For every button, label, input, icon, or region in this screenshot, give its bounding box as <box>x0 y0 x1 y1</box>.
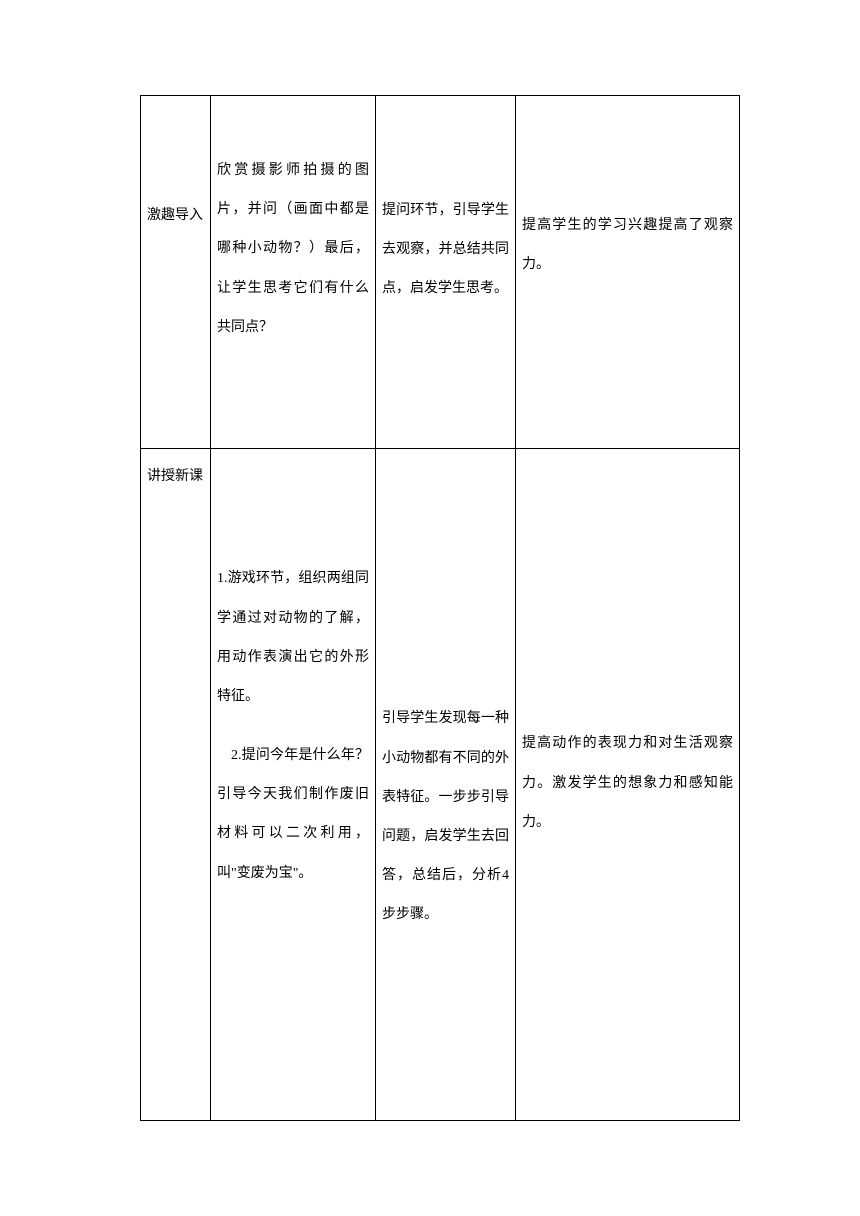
guidance-text: 提问环节，引导学生去观察，并总结共同点，启发学生思考。 <box>382 203 509 296</box>
row1-guidance-cell: 提问环节，引导学生去观察，并总结共同点，启发学生思考。 <box>376 96 516 449</box>
table-row: 讲授新课 1.游戏环节，组织两组同学通过对动物的了解，用动作表演出它的外形特征。… <box>141 449 740 1121</box>
section-label-text: 讲授新课 <box>147 469 203 484</box>
row1-objective-cell: 提高学生的学习兴趣提高了观察力。 <box>516 96 740 449</box>
activity-text: 欣赏摄影师拍摄的图片，并问（画面中都是哪种小动物？）最后，让学生思考它们有什么共… <box>217 163 369 335</box>
lesson-plan-table: 激趣导入 欣赏摄影师拍摄的图片，并问（画面中都是哪种小动物？）最后，让学生思考它… <box>140 95 740 1121</box>
objective-text: 提高动作的表现力和对生活观察力。激发学生的想象力和感知能力。 <box>522 736 733 829</box>
guidance-text: 引导学生发现每一种小动物都有不同的外表特征。一步步引导问题，启发学生去回答，总结… <box>382 711 509 922</box>
row2-label-cell: 讲授新课 <box>141 449 211 1121</box>
row2-objective-cell: 提高动作的表现力和对生活观察力。激发学生的想象力和感知能力。 <box>516 449 740 1121</box>
row1-activity-cell: 欣赏摄影师拍摄的图片，并问（画面中都是哪种小动物？）最后，让学生思考它们有什么共… <box>211 96 376 449</box>
activity-part-1: 1.游戏环节，组织两组同学通过对动物的了解，用动作表演出它的外形特征。 <box>217 559 369 716</box>
activity-part-2: 2.提问今年是什么年？引导今天我们制作废旧材料可以二次利用，叫"变废为宝"。 <box>217 736 369 893</box>
table-row: 激趣导入 欣赏摄影师拍摄的图片，并问（画面中都是哪种小动物？）最后，让学生思考它… <box>141 96 740 449</box>
row2-guidance-cell: 引导学生发现每一种小动物都有不同的外表特征。一步步引导问题，启发学生去回答，总结… <box>376 449 516 1121</box>
section-label-text: 激趣导入 <box>147 208 203 223</box>
objective-text: 提高学生的学习兴趣提高了观察力。 <box>522 218 733 272</box>
row2-activity-cell: 1.游戏环节，组织两组同学通过对动物的了解，用动作表演出它的外形特征。 2.提问… <box>211 449 376 1121</box>
row1-label-cell: 激趣导入 <box>141 96 211 449</box>
